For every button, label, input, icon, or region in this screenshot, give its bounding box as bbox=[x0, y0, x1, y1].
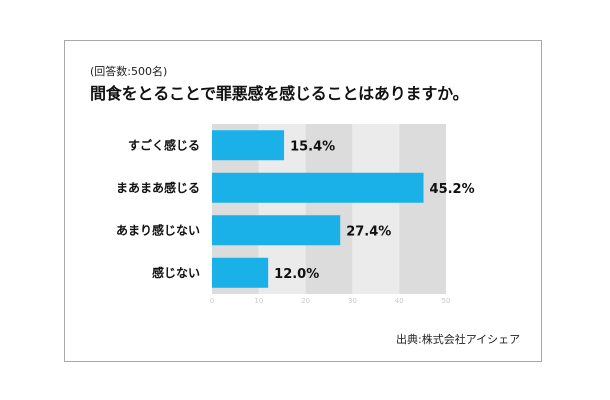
x-tick-label: 0 bbox=[210, 297, 214, 305]
category-label: すごく感じる bbox=[128, 137, 200, 152]
bar bbox=[212, 130, 285, 161]
value-label: 12.0% bbox=[274, 267, 319, 282]
value-label: 15.4% bbox=[290, 139, 335, 154]
category-label: まあまあ感じる bbox=[116, 180, 200, 195]
plot-band bbox=[352, 124, 400, 294]
plot-band bbox=[305, 124, 353, 294]
chart-title: 間食をとることで罪悪感を感じることはありますか。 bbox=[90, 84, 469, 103]
value-label: 45.2% bbox=[430, 182, 475, 197]
source-credit: 出典:株式会社アイシェア bbox=[396, 333, 521, 346]
bar bbox=[212, 172, 424, 203]
x-tick-label: 10 bbox=[254, 297, 263, 305]
bar-series bbox=[212, 130, 424, 288]
x-axis-ticks: 0 10 20 30 40 50 bbox=[210, 297, 451, 305]
bar bbox=[212, 215, 341, 246]
bar bbox=[212, 257, 269, 288]
category-label: あまり感じない bbox=[116, 222, 200, 237]
x-tick-label: 40 bbox=[395, 297, 404, 305]
value-labels: 15.4% 45.2% 27.4% 12.0% bbox=[274, 139, 474, 282]
plot-band bbox=[399, 124, 446, 294]
value-label: 27.4% bbox=[346, 224, 391, 239]
category-label: 感じない bbox=[152, 265, 200, 280]
x-tick-label: 50 bbox=[442, 297, 451, 305]
x-tick-label: 30 bbox=[348, 297, 357, 305]
x-tick-label: 20 bbox=[301, 297, 310, 305]
respondent-count-note: (回答数:500名) bbox=[90, 65, 168, 78]
plot-background bbox=[212, 124, 446, 294]
